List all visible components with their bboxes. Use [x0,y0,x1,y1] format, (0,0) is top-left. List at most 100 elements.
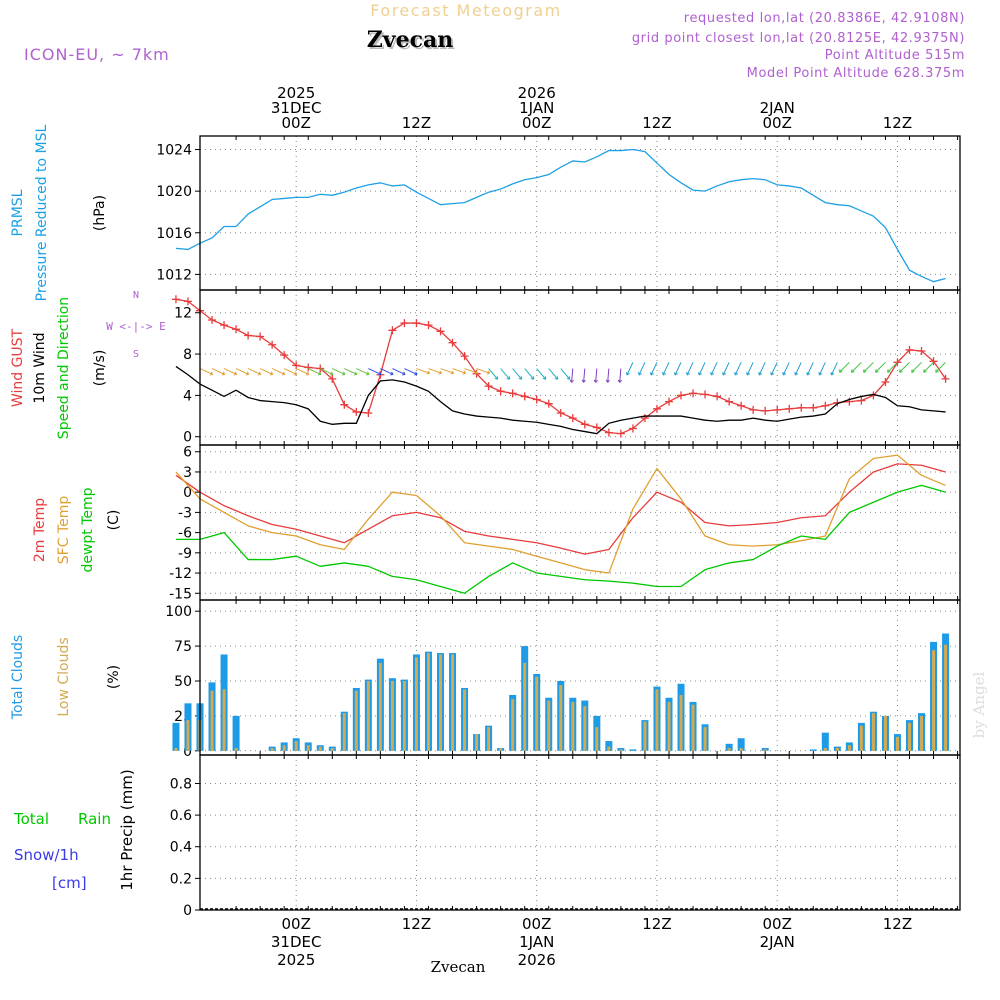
wind-gust-marker-4 [220,321,229,330]
wind-gust-marker-3 [208,315,217,324]
top-time-label-2-2: 00Z [522,114,551,132]
top-time-label-5-0: 12Z [883,114,912,132]
low-cloud-bar-9 [282,745,286,751]
bottom-time-label-0-0: 00Z [282,915,311,933]
wind-gust-marker-9 [280,351,289,360]
wind-gust-marker-38 [628,424,637,433]
wind-gust-marker-59 [881,377,890,386]
low-cloud-bar-12 [318,746,322,751]
wind-arrow-head-51 [899,369,903,373]
wind-arrow-1 [308,368,322,375]
top-time-label-0-1: 31DEC [271,99,322,117]
wind-arrow-head-14 [474,370,479,375]
wind-arrow-5 [356,368,370,375]
bottom-time-label-0-2: 2025 [277,951,315,969]
precip-snow-unit: [cm] [52,874,87,892]
wind-arrow-10 [416,368,430,374]
total-cloud-bar-46 [725,743,733,751]
wind-gust-marker-12 [316,364,325,373]
wind-gust-marker-15 [352,407,361,416]
wind-arrow-head-33 [686,371,690,376]
wind-arrow-head-43 [806,371,811,376]
low-cloud-bar-8 [270,748,274,751]
total-cloud-bar-47 [737,738,745,751]
low-cloud-bar-20 [414,657,418,751]
wind-arrow-27 [619,368,622,383]
low-cloud-bar-59 [883,715,887,751]
wind-arrow-25 [595,368,598,383]
panel-frame-0 [199,135,961,291]
panel-frame-4 [199,754,961,911]
wind-arrow-head-10 [426,370,431,375]
wind-arrow-head-5 [365,371,370,376]
wind-arrow-head--7 [221,371,226,376]
wind-gust-marker-54 [821,401,830,410]
bottom-time-label-4-0: 00Z [763,915,792,933]
precip-snow-label: Snow/1h [14,846,79,864]
wind-arrow-head-27 [617,379,622,383]
low-cloud-bar-10 [294,741,298,751]
low-cloud-bar-13 [330,748,334,751]
top-time-label-4-1: 00Z [763,114,792,132]
wind-arrow-21 [548,368,559,380]
bottom-time-label-2-2: 2026 [518,951,556,969]
wind-gust-marker-16 [364,408,373,417]
wind-arrow-42 [794,362,802,376]
wind-gust-marker-42 [677,391,686,400]
ytick-label-2-6: 3 [183,465,192,481]
top-time-label-0-0: 2025 [277,84,315,102]
wind-arrow-head-11 [438,370,443,375]
low-cloud-bar-54 [823,748,827,751]
low-cloud-bar-23 [451,654,455,751]
wind-arrow-45 [830,362,838,376]
wind-10m-line [175,365,946,435]
low-cloud-bar-3 [210,690,214,751]
total-cloud-bar-0 [172,722,180,751]
low-cloud-bar-17 [378,662,382,751]
wind-gust-marker-6 [244,331,253,340]
wind-arrow-30 [650,362,658,376]
location-title-shadow: Zvecan [369,29,456,55]
wind-arrow-head-47 [851,369,855,373]
wind-gust-marker-21 [424,321,433,330]
wind-arrow-2 [320,368,334,375]
bottom-time-label-2-0: 00Z [522,915,551,933]
ytick-label-2-5: 0 [183,485,192,501]
wind-arrow-7 [380,368,394,375]
total-clouds-label: Total Clouds [10,635,26,720]
wind-arrow-35 [710,362,718,376]
location-title: Zvecan [367,27,454,53]
low-cloud-bar-63 [932,650,936,751]
wind-arrow-head-26 [605,379,610,383]
wind-arrow-head--8 [209,371,214,376]
wind-arrow-0 [295,368,310,375]
wind-arrow--7 [211,368,225,375]
low-cloud-bar-46 [727,748,731,751]
wind-arrow-head-23 [569,379,574,383]
wind-arrow-12 [440,368,454,374]
temp-sfc-label: SFC Temp [56,496,72,565]
wind-arrow-44 [818,362,826,376]
precip-total-label: Total [13,810,49,828]
wind-arrow-head-12 [450,370,455,375]
wind-arrow-48 [863,361,874,373]
wind-arrow-head-28 [626,371,630,376]
wind-arrow--1 [283,368,298,375]
wind-arrow--5 [235,368,249,375]
wind-arrow-43 [806,362,814,376]
low-cloud-bar-35 [595,727,599,751]
wind-arrow-head--6 [233,371,238,376]
temp-2m-label: 2m Temp [32,498,48,562]
wind-gust-marker-1 [183,297,192,306]
low-cloud-bar-57 [859,725,863,751]
top-time-label-2-0: 2026 [518,84,556,102]
low-cloud-bar-64 [944,644,948,751]
wind-gust-marker-19 [400,319,409,328]
low-cloud-bar-14 [342,713,346,751]
bottom-time-label-4-1: 2JAN [760,933,795,951]
low-cloud-bar-21 [426,653,430,751]
ytick-label-2-0: -15 [169,586,192,602]
wind-gust-marker-62 [917,346,926,355]
panel-frame-3 [199,599,961,756]
